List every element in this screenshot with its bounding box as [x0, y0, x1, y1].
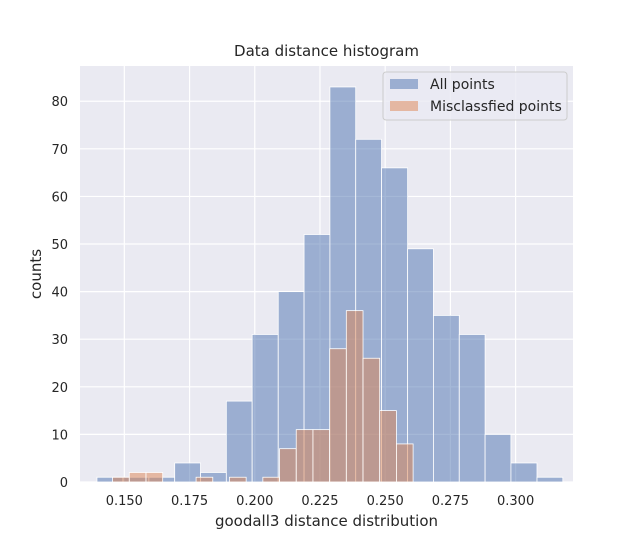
x-tick-label: 0.225 — [301, 494, 338, 509]
misclassified-bar — [145, 472, 164, 483]
misclassified-bar — [362, 357, 381, 483]
x-axis-label: goodall3 distance distribution — [215, 512, 438, 530]
misclassified-bar — [128, 472, 147, 483]
x-tick-label: 0.150 — [106, 494, 143, 509]
misclassified-bar — [262, 476, 280, 483]
misclassified-bar — [396, 443, 414, 483]
misclassified-bar — [295, 429, 314, 483]
y-axis-label: counts — [27, 249, 45, 299]
all-points-bar — [536, 476, 564, 483]
bars — [96, 86, 564, 483]
all-points-bar — [484, 434, 512, 483]
legend-box — [382, 71, 568, 121]
legend-label-all-points: All points — [430, 77, 495, 93]
y-tick-label: 10 — [51, 428, 68, 443]
x-tick-label: 0.275 — [432, 494, 469, 509]
x-tick-label: 0.175 — [171, 494, 208, 509]
chart-title: Data distance histogram — [234, 42, 419, 60]
legend-swatch-misclassified-points — [390, 101, 418, 111]
x-tick-label: 0.200 — [236, 494, 273, 509]
misclassified-bar — [312, 429, 331, 483]
legend: All points Misclassfied points — [382, 71, 568, 121]
x-tick-label: 0.250 — [367, 494, 404, 509]
all-points-bar — [510, 462, 538, 483]
series-1 — [112, 310, 414, 483]
all-points-bar — [458, 334, 486, 483]
misclassified-bar — [195, 476, 214, 483]
misclassified-bar — [379, 410, 397, 483]
y-tick-label: 80 — [51, 95, 68, 110]
y-tick-label: 70 — [51, 143, 68, 158]
x-tick-label: 0.300 — [497, 494, 534, 509]
legend-swatch-all-points — [390, 79, 418, 89]
misclassified-bar — [112, 476, 130, 483]
y-tick-label: 50 — [51, 238, 68, 253]
misclassified-bar — [345, 310, 364, 483]
misclassified-bar — [329, 348, 347, 483]
y-tick-label: 60 — [51, 190, 68, 205]
y-tick-label: 40 — [51, 286, 68, 301]
all-points-bar — [433, 315, 460, 483]
misclassified-bar — [279, 448, 297, 483]
x-tick-labels: 0.150 0.175 0.200 0.225 0.250 0.275 0.300 — [106, 494, 534, 509]
all-points-bar — [407, 248, 434, 483]
legend-label-misclassified-points: Misclassfied points — [430, 99, 562, 115]
y-tick-label: 20 — [51, 381, 68, 396]
y-tick-labels: 0 10 20 30 40 50 60 70 80 — [51, 95, 68, 491]
misclassified-bar — [229, 476, 247, 483]
y-tick-label: 30 — [51, 333, 68, 348]
all-points-bar — [225, 400, 253, 483]
all-points-bar — [251, 334, 279, 483]
y-tick-label: 0 — [60, 476, 68, 491]
